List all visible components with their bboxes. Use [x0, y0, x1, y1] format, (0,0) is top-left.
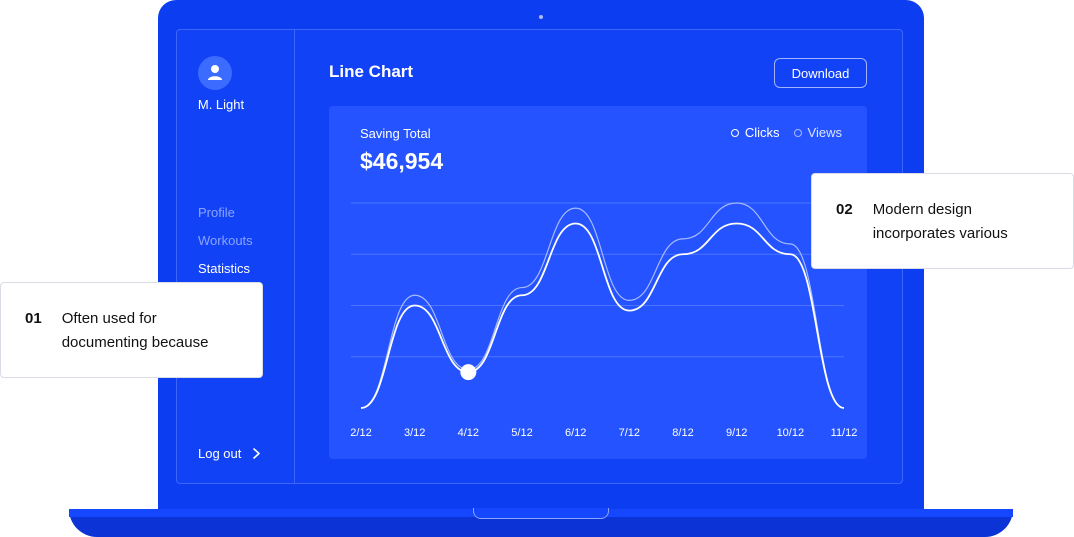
laptop-notch: [473, 508, 609, 519]
series-line-clicks: [360, 222, 845, 409]
callout-text: Often used for documenting because: [61, 310, 209, 351]
sidebar: M. Light Profile Workouts Statistics Log…: [177, 30, 295, 483]
user-icon: [208, 65, 222, 80]
line-chart: 2/12 3/12 4/12 5/12 6/12 7/12 8/12 9/12 10/12 11/…: [350, 202, 858, 439]
x-tick-label: 11/12: [831, 427, 858, 439]
x-tick-label: 7/12: [619, 427, 640, 439]
legend-label-clicks: Clicks: [744, 125, 780, 140]
x-tick-label: 8/12: [672, 427, 693, 439]
x-tick-label: 4/12: [458, 427, 479, 439]
x-tick-label: 6/12: [565, 427, 586, 439]
x-tick-label: 5/12: [511, 427, 532, 439]
chart-legend: Clicks Views: [730, 125, 842, 140]
series-line-views: [360, 202, 845, 409]
legend-dot-views: [793, 128, 802, 137]
callout-02: 02 Modern design incorporates various: [811, 173, 1074, 269]
callout-01: 01 Often used for documenting because: [0, 282, 263, 378]
chevron-right-icon: [253, 448, 261, 459]
avatar[interactable]: [198, 56, 232, 90]
user-name: M. Light: [197, 97, 245, 112]
page-title: Line Chart: [329, 62, 414, 81]
download-button[interactable]: Download: [774, 58, 867, 88]
legend-label-views: Views: [807, 125, 842, 140]
legend-dot-clicks: [730, 128, 739, 137]
callout-number: 01: [25, 310, 42, 327]
highlight-point[interactable]: [460, 364, 477, 381]
logout-label: Log out: [198, 446, 242, 461]
x-tick-label: 10/12: [777, 427, 805, 439]
x-tick-label: 9/12: [726, 427, 747, 439]
legend-item-views[interactable]: Views: [793, 125, 842, 140]
callout-text: Modern design incorporates various: [872, 201, 1008, 242]
legend-item-clicks[interactable]: Clicks: [730, 125, 780, 140]
saving-total-value: $46,954: [360, 148, 444, 174]
x-tick-label: 2/12: [350, 427, 371, 439]
logout-button[interactable]: Log out: [198, 446, 261, 461]
chart-card: Saving Total $46,954 Clicks Views 2/12 3/…: [329, 106, 867, 459]
x-tick-label: 3/12: [404, 427, 425, 439]
sidebar-item-workouts[interactable]: Workouts: [198, 233, 253, 248]
app-window: M. Light Profile Workouts Statistics Log…: [176, 29, 903, 484]
sidebar-item-profile[interactable]: Profile: [198, 205, 235, 220]
callout-number: 02: [836, 201, 853, 218]
saving-total-label: Saving Total: [360, 126, 431, 141]
camera-dot: [539, 15, 543, 19]
sidebar-item-statistics[interactable]: Statistics: [198, 261, 251, 276]
